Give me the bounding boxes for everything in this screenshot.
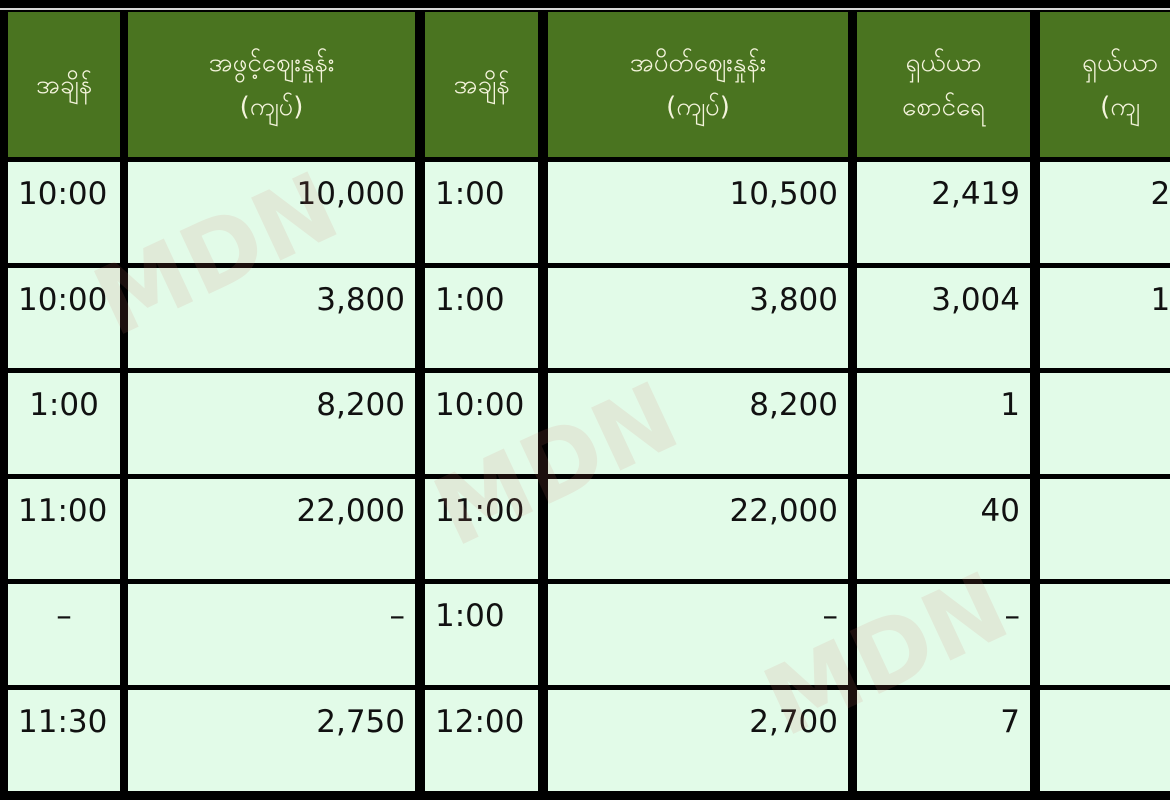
table-cell-close-price: 22,000 xyxy=(548,479,848,579)
column-header: အချိန် xyxy=(425,12,538,157)
table-cell-value xyxy=(1040,373,1170,474)
table-cell-close-time: 11:00 xyxy=(425,479,538,579)
table-cell-close-price: 3,800 xyxy=(548,268,848,368)
cell-border xyxy=(1030,162,1040,263)
table-cell-value xyxy=(1040,584,1170,685)
table-cell-value xyxy=(1040,690,1170,791)
stock-price-table: အချိန် အဖွင့်ဈေးနှုန်း (ကျပ်) အချိန် အပိတ်ဈေ… xyxy=(0,12,1170,791)
cell-border xyxy=(1030,690,1040,791)
column-header: အပိတ်ဈေးနှုန်း (ကျပ်) xyxy=(548,12,848,157)
cell-border xyxy=(848,12,857,157)
table-cell-value xyxy=(1040,479,1170,579)
cell-border xyxy=(538,162,548,263)
table-cell-close-price: 8,200 xyxy=(548,373,848,474)
table-cell-shares: 1 xyxy=(857,373,1030,474)
cell-border xyxy=(0,12,8,157)
table-cell-open-price: 10,000 xyxy=(128,162,415,263)
column-header: အချိန် xyxy=(8,12,120,157)
table-cell-open-time: 11:30 xyxy=(8,690,120,791)
cell-border xyxy=(538,479,548,579)
cell-border xyxy=(415,584,425,685)
header-line-2: (ကျ xyxy=(1100,91,1140,122)
table-cell-open-time: 10:00 xyxy=(8,268,120,368)
cell-border xyxy=(0,268,8,368)
header-line-2: (ကျပ်) xyxy=(239,91,304,122)
table-cell-close-price: 2,700 xyxy=(548,690,848,791)
table-cell-open-price: 8,200 xyxy=(128,373,415,474)
cell-border xyxy=(538,690,548,791)
cell-border xyxy=(415,690,425,791)
header-line-1: အချိန် xyxy=(453,69,510,100)
column-header: ရှယ်ယာစောင်ရေ xyxy=(857,12,1030,157)
header-line-1: အဖွင့်ဈေးနှုန်း xyxy=(208,47,335,78)
cell-border xyxy=(0,479,8,579)
table-cell-open-time: 1:00 xyxy=(8,373,120,474)
table-cell-open-time: – xyxy=(8,584,120,685)
table-cell-shares: 2,419 xyxy=(857,162,1030,263)
table-cell-open-price: – xyxy=(128,584,415,685)
cell-border xyxy=(1030,268,1040,368)
cell-border xyxy=(1030,373,1040,474)
cell-border xyxy=(848,268,857,368)
table-cell-open-price: 3,800 xyxy=(128,268,415,368)
cell-border xyxy=(538,12,548,157)
column-header: ရှယ်ယာ (ကျ xyxy=(1040,12,1170,157)
cell-border xyxy=(120,479,128,579)
header-line-1: အချိန် xyxy=(35,69,93,100)
cell-border xyxy=(415,373,425,474)
cell-border xyxy=(538,373,548,474)
header-line-2: စောင်ရေ xyxy=(902,91,985,122)
table-cell-shares: 40 xyxy=(857,479,1030,579)
header-line-1: ရှယ်ယာ xyxy=(905,47,982,78)
header-line-1: ရှယ်ယာ xyxy=(1081,47,1159,78)
cell-border xyxy=(848,373,857,474)
table-cell-open-price: 2,750 xyxy=(128,690,415,791)
table-cell-open-price: 22,000 xyxy=(128,479,415,579)
table-cell-open-time: 11:00 xyxy=(8,479,120,579)
cell-border xyxy=(120,268,128,368)
table-cell-value: 24 xyxy=(1040,162,1170,263)
cell-border xyxy=(0,690,8,791)
cell-border xyxy=(848,690,857,791)
cell-border xyxy=(1030,479,1040,579)
cell-border xyxy=(120,12,128,157)
table-cell-shares: 3,004 xyxy=(857,268,1030,368)
table-cell-close-time: 12:00 xyxy=(425,690,538,791)
cell-border xyxy=(120,690,128,791)
cell-border xyxy=(848,479,857,579)
cell-border xyxy=(848,162,857,263)
table-cell-close-price: – xyxy=(548,584,848,685)
table-cell-close-price: 10,500 xyxy=(548,162,848,263)
cell-border xyxy=(415,162,425,263)
cell-border xyxy=(1030,12,1040,157)
cell-border xyxy=(538,584,548,685)
table-cell-shares: – xyxy=(857,584,1030,685)
cell-border xyxy=(0,584,8,685)
cell-border xyxy=(415,268,425,368)
cell-border xyxy=(120,373,128,474)
table-cell-close-time: 1:00 xyxy=(425,268,538,368)
table-cell-close-time: 1:00 xyxy=(425,584,538,685)
cell-border xyxy=(120,584,128,685)
cell-border xyxy=(0,162,8,263)
table-cell-shares: 7 xyxy=(857,690,1030,791)
cell-border xyxy=(415,12,425,157)
table-cell-open-time: 10:00 xyxy=(8,162,120,263)
header-line-2: (ကျပ်) xyxy=(666,91,730,122)
cell-border xyxy=(415,479,425,579)
table-cell-value: 11 xyxy=(1040,268,1170,368)
table-cell-close-time: 1:00 xyxy=(425,162,538,263)
cell-border xyxy=(1030,584,1040,685)
cell-border xyxy=(120,162,128,263)
header-line-1: အပိတ်ဈေးနှုန်း xyxy=(629,47,767,78)
column-header: အဖွင့်ဈေးနှုန်း (ကျပ်) xyxy=(128,12,415,157)
cell-border xyxy=(848,584,857,685)
cell-border xyxy=(0,373,8,474)
table-cell-close-time: 10:00 xyxy=(425,373,538,474)
cell-border xyxy=(538,268,548,368)
top-divider xyxy=(0,8,1170,10)
